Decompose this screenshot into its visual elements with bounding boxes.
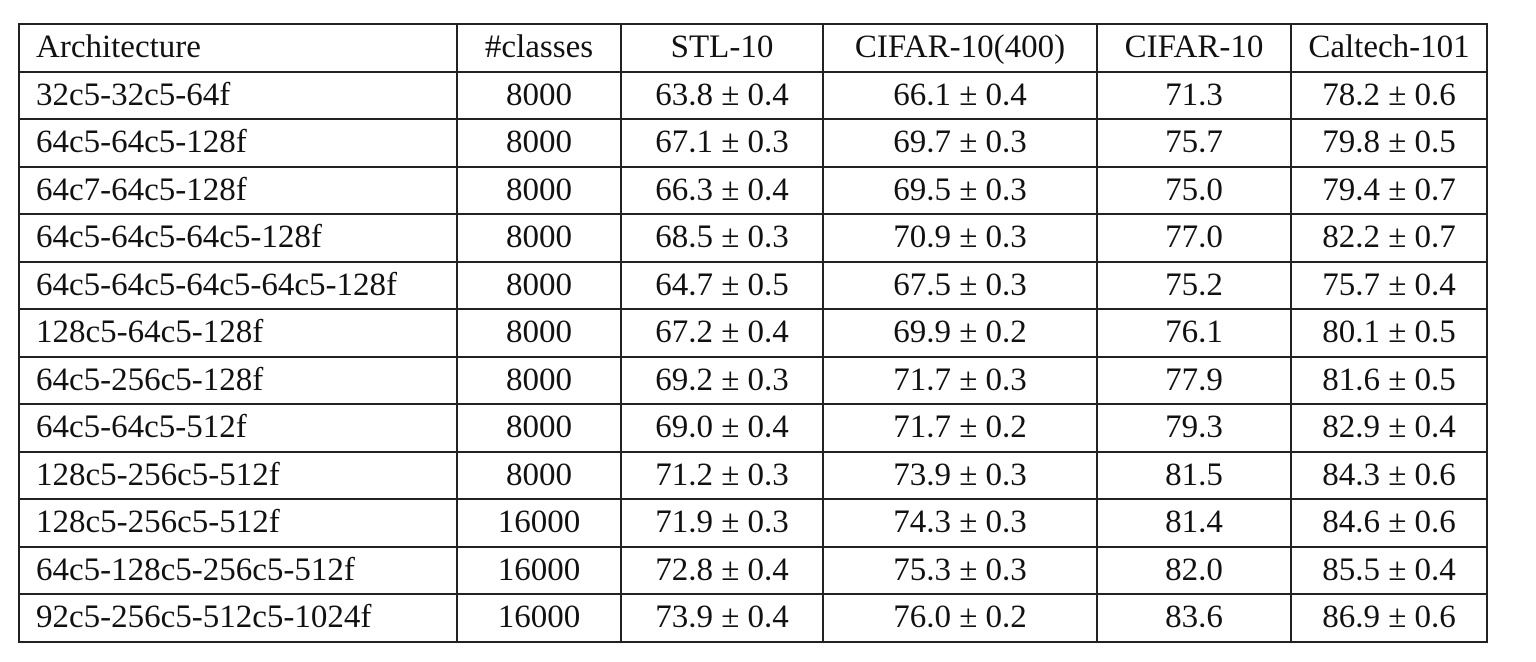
cell-caltech-101: 82.9 ± 0.4 [1290,403,1488,453]
cell-cifar-10-400: 71.7 ± 0.3 [822,355,1098,405]
cell-classes: 8000 [456,403,622,453]
cell-stl-10: 63.8 ± 0.4 [620,70,824,120]
cell-stl-10: 69.0 ± 0.4 [620,403,824,453]
cell-cifar-10-400: 76.0 ± 0.2 [822,593,1098,643]
cell-cifar-10: 81.5 [1096,450,1292,500]
cell-cifar-10: 75.2 [1096,260,1292,310]
cell-architecture: 64c7-64c5-128f [18,165,458,215]
cell-cifar-10-400: 67.5 ± 0.3 [822,260,1098,310]
cell-caltech-101: 82.2 ± 0.7 [1290,213,1488,263]
cell-stl-10: 64.7 ± 0.5 [620,260,824,310]
cell-cifar-10: 75.0 [1096,165,1292,215]
cell-architecture: 64c5-64c5-64c5-128f [18,213,458,263]
results-table-container: Architecture #classes STL-10 CIFAR-10(40… [18,23,1488,643]
cell-stl-10: 71.2 ± 0.3 [620,450,824,500]
table-row: 64c5-256c5-128f 8000 69.2 ± 0.3 71.7 ± 0… [18,355,1488,405]
table-body: 32c5-32c5-64f 8000 63.8 ± 0.4 66.1 ± 0.4… [18,70,1488,643]
table-row: 32c5-32c5-64f 8000 63.8 ± 0.4 66.1 ± 0.4… [18,70,1488,120]
cell-classes: 8000 [456,70,622,120]
header-architecture: Architecture [18,23,458,73]
cell-cifar-10-400: 66.1 ± 0.4 [822,70,1098,120]
table-row: 64c7-64c5-128f 8000 66.3 ± 0.4 69.5 ± 0.… [18,165,1488,215]
cell-architecture: 64c5-256c5-128f [18,355,458,405]
cell-cifar-10-400: 73.9 ± 0.3 [822,450,1098,500]
cell-caltech-101: 78.2 ± 0.6 [1290,70,1488,120]
cell-classes: 16000 [456,498,622,548]
cell-stl-10: 72.8 ± 0.4 [620,545,824,595]
results-table: Architecture #classes STL-10 CIFAR-10(40… [18,23,1488,643]
table-row: 64c5-128c5-256c5-512f 16000 72.8 ± 0.4 7… [18,545,1488,595]
table-row: 128c5-256c5-512f 8000 71.2 ± 0.3 73.9 ± … [18,450,1488,500]
cell-stl-10: 67.1 ± 0.3 [620,118,824,168]
cell-caltech-101: 86.9 ± 0.6 [1290,593,1488,643]
cell-caltech-101: 85.5 ± 0.4 [1290,545,1488,595]
cell-cifar-10: 71.3 [1096,70,1292,120]
header-classes: #classes [456,23,622,73]
cell-cifar-10: 79.3 [1096,403,1292,453]
cell-classes: 8000 [456,308,622,358]
cell-classes: 8000 [456,450,622,500]
cell-architecture: 92c5-256c5-512c5-1024f [18,593,458,643]
cell-caltech-101: 75.7 ± 0.4 [1290,260,1488,310]
header-cifar-10: CIFAR-10 [1096,23,1292,73]
cell-cifar-10-400: 71.7 ± 0.2 [822,403,1098,453]
cell-architecture: 128c5-256c5-512f [18,498,458,548]
cell-caltech-101: 80.1 ± 0.5 [1290,308,1488,358]
cell-caltech-101: 79.8 ± 0.5 [1290,118,1488,168]
cell-cifar-10-400: 74.3 ± 0.3 [822,498,1098,548]
header-stl-10: STL-10 [620,23,824,73]
cell-caltech-101: 84.3 ± 0.6 [1290,450,1488,500]
cell-cifar-10-400: 75.3 ± 0.3 [822,545,1098,595]
cell-stl-10: 69.2 ± 0.3 [620,355,824,405]
cell-classes: 8000 [456,165,622,215]
table-row: 128c5-256c5-512f 16000 71.9 ± 0.3 74.3 ±… [18,498,1488,548]
cell-cifar-10-400: 70.9 ± 0.3 [822,213,1098,263]
cell-cifar-10-400: 69.5 ± 0.3 [822,165,1098,215]
cell-stl-10: 67.2 ± 0.4 [620,308,824,358]
cell-cifar-10-400: 69.9 ± 0.2 [822,308,1098,358]
cell-classes: 8000 [456,213,622,263]
cell-architecture: 64c5-128c5-256c5-512f [18,545,458,595]
table-row: 64c5-64c5-128f 8000 67.1 ± 0.3 69.7 ± 0.… [18,118,1488,168]
cell-caltech-101: 84.6 ± 0.6 [1290,498,1488,548]
cell-stl-10: 66.3 ± 0.4 [620,165,824,215]
header-caltech-101: Caltech-101 [1290,23,1488,73]
cell-classes: 16000 [456,593,622,643]
cell-cifar-10: 81.4 [1096,498,1292,548]
table-row: 64c5-64c5-64c5-128f 8000 68.5 ± 0.3 70.9… [18,213,1488,263]
cell-architecture: 64c5-64c5-128f [18,118,458,168]
cell-caltech-101: 79.4 ± 0.7 [1290,165,1488,215]
cell-stl-10: 68.5 ± 0.3 [620,213,824,263]
cell-architecture: 128c5-64c5-128f [18,308,458,358]
cell-architecture: 128c5-256c5-512f [18,450,458,500]
cell-cifar-10-400: 69.7 ± 0.3 [822,118,1098,168]
table-row: 64c5-64c5-64c5-64c5-128f 8000 64.7 ± 0.5… [18,260,1488,310]
cell-cifar-10: 82.0 [1096,545,1292,595]
cell-stl-10: 71.9 ± 0.3 [620,498,824,548]
table-row: 92c5-256c5-512c5-1024f 16000 73.9 ± 0.4 … [18,593,1488,643]
cell-classes: 8000 [456,118,622,168]
cell-architecture: 64c5-64c5-64c5-64c5-128f [18,260,458,310]
cell-cifar-10: 75.7 [1096,118,1292,168]
header-row: Architecture #classes STL-10 CIFAR-10(40… [18,23,1488,73]
header-cifar-10-400: CIFAR-10(400) [822,23,1098,73]
cell-classes: 8000 [456,355,622,405]
cell-classes: 8000 [456,260,622,310]
cell-cifar-10: 76.1 [1096,308,1292,358]
cell-classes: 16000 [456,545,622,595]
cell-architecture: 32c5-32c5-64f [18,70,458,120]
table-row: 64c5-64c5-512f 8000 69.0 ± 0.4 71.7 ± 0.… [18,403,1488,453]
cell-cifar-10: 83.6 [1096,593,1292,643]
table-row: 128c5-64c5-128f 8000 67.2 ± 0.4 69.9 ± 0… [18,308,1488,358]
cell-stl-10: 73.9 ± 0.4 [620,593,824,643]
cell-cifar-10: 77.9 [1096,355,1292,405]
cell-architecture: 64c5-64c5-512f [18,403,458,453]
cell-caltech-101: 81.6 ± 0.5 [1290,355,1488,405]
cell-cifar-10: 77.0 [1096,213,1292,263]
